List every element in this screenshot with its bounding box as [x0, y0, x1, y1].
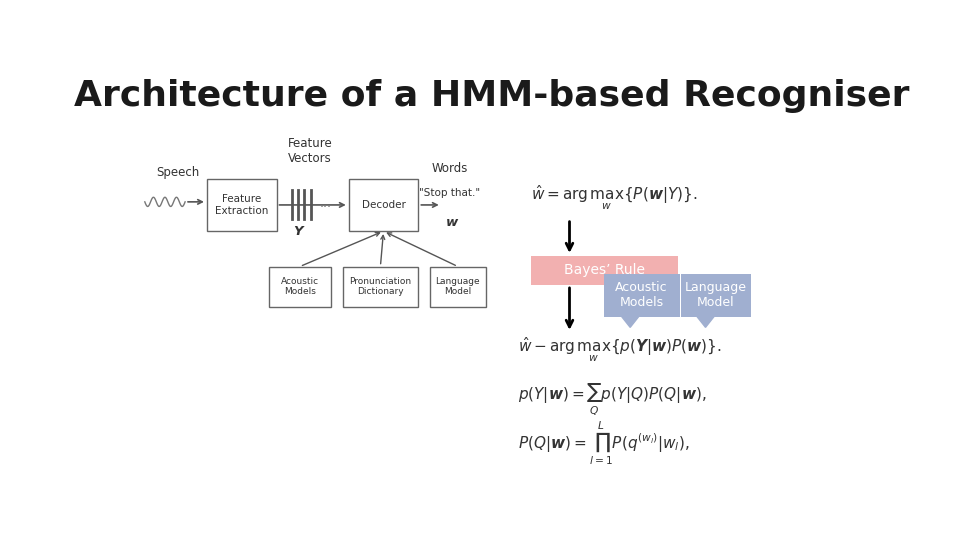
Text: Acoustic
Models: Acoustic Models [615, 281, 668, 309]
Text: Acoustic
Models: Acoustic Models [280, 277, 319, 296]
Text: Feature
Extraction: Feature Extraction [215, 194, 269, 216]
Bar [604, 274, 680, 316]
Text: Language
Model: Language Model [685, 281, 747, 309]
Bar [348, 179, 419, 231]
Text: Words: Words [431, 162, 468, 175]
Text: Bayes’ Rule: Bayes’ Rule [564, 264, 645, 278]
Bar [269, 267, 331, 307]
Polygon shape [697, 316, 714, 327]
Text: Architecture of a HMM-based Recogniser: Architecture of a HMM-based Recogniser [74, 79, 910, 113]
Bar [430, 267, 486, 307]
Text: $\boldsymbol{w}$: $\boldsymbol{w}$ [444, 215, 459, 229]
Text: Pronunciation
Dictionary: Pronunciation Dictionary [349, 277, 412, 296]
Text: Speech: Speech [156, 166, 200, 179]
Bar [344, 267, 418, 307]
Text: "Stop that.": "Stop that." [419, 188, 480, 198]
Text: Language
Model: Language Model [436, 277, 480, 296]
Text: $\hat{w} = \arg\max_{w}\{P(\boldsymbol{w}|Y)\}.$: $\hat{w} = \arg\max_{w}\{P(\boldsymbol{w… [531, 184, 697, 212]
Text: $p(Y|\boldsymbol{w}) = \sum_{Q} p(Y|Q)P(Q|\boldsymbol{w}),$: $p(Y|\boldsymbol{w}) = \sum_{Q} p(Y|Q)P(… [517, 382, 706, 417]
Text: ...: ... [320, 197, 332, 210]
Bar [206, 179, 276, 231]
Text: $\boldsymbol{Y}$: $\boldsymbol{Y}$ [294, 225, 306, 238]
Text: Feature
Vectors: Feature Vectors [287, 137, 332, 165]
Polygon shape [622, 316, 638, 327]
Bar [531, 256, 678, 285]
Text: $\hat{w} - \arg\max_{w}\{p(\boldsymbol{Y}|\boldsymbol{w})P(\boldsymbol{w})\}.$: $\hat{w} - \arg\max_{w}\{p(\boldsymbol{Y… [517, 336, 722, 364]
Text: $P(Q|\boldsymbol{w}) = \prod_{l=1}^{L} P(q^{(w_l)}|w_l),$: $P(Q|\boldsymbol{w}) = \prod_{l=1}^{L} P… [517, 419, 689, 467]
Text: Decoder: Decoder [362, 200, 405, 210]
Bar [681, 274, 751, 316]
